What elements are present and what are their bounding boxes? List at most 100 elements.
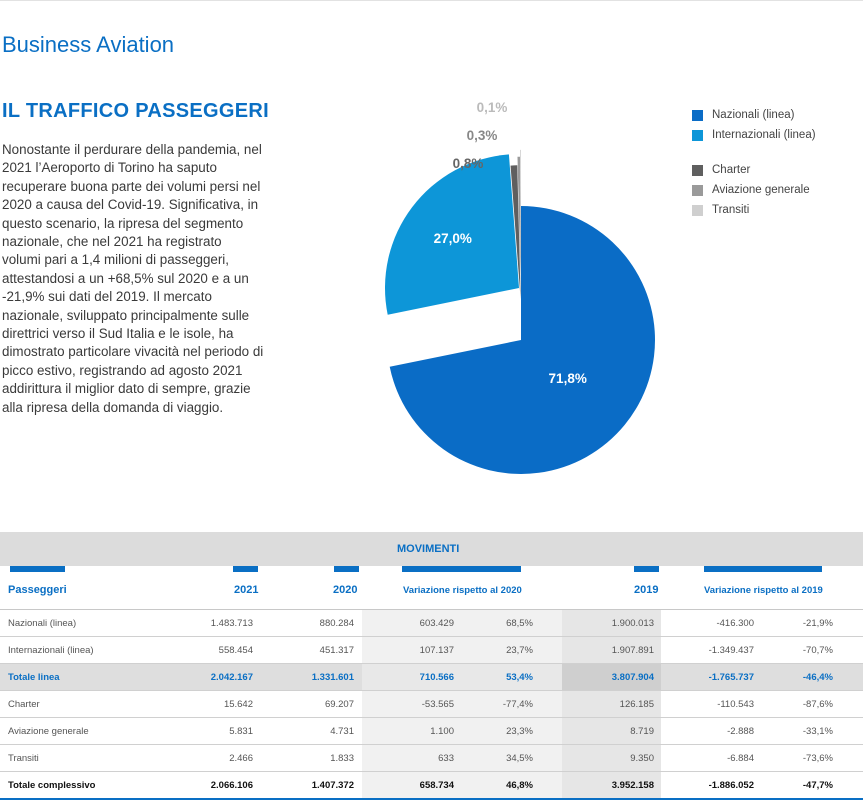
pie-data-label: 0,8% (453, 156, 484, 171)
table-cell: 69.207 (324, 699, 354, 710)
row-label: Aviazione generale (8, 726, 89, 737)
table-cell: 1.833 (330, 753, 354, 764)
row-label: Totale complessivo (8, 780, 96, 791)
header-passeggeri: Passeggeri (8, 584, 67, 596)
legend-label: Charter (712, 164, 751, 176)
table-body: Nazionali (linea) 1.483.713 880.284 603.429… (0, 610, 863, 800)
table-cell: 34,5% (506, 753, 533, 764)
header-2020: 2020 (333, 584, 358, 596)
table-cell: 15.642 (223, 699, 253, 710)
legend-item-internazionali: Internazionali (linea) (692, 125, 862, 145)
legend-item-aviazione-generale: Aviazione generale (692, 180, 862, 200)
passenger-share-pie-chart: 71,8% 27,0% 0,8% 0,3% 0,1% (385, 100, 655, 474)
table-row: Aviazione generale 5.831 4.731 1.100 23,3% 8.… (0, 718, 863, 745)
legend-label: Transiti (712, 204, 750, 216)
row-label: Nazionali (linea) (8, 618, 77, 629)
row-label: Totale linea (8, 672, 60, 683)
table-cell: 3.807.904 (611, 672, 654, 683)
table-row: Internazionali (linea) 558.454 451.317 107.… (0, 637, 863, 664)
legend-label: Nazionali (linea) (712, 109, 795, 121)
pie-data-label: 71,8% (549, 371, 587, 386)
table-cell: -47,7% (802, 780, 833, 791)
table-cell: 1.331.601 (311, 672, 354, 683)
table-cell: 107.137 (419, 645, 454, 656)
legend-item-charter: Charter (692, 160, 862, 180)
pie-data-label: 0,3% (467, 128, 498, 143)
table-band: MOVIMENTI (0, 532, 863, 566)
pie-data-label: 0,1% (477, 100, 508, 115)
table-cell: -6.884 (727, 753, 754, 764)
header-variazione-2019: Variazione rispetto al 2019 (704, 585, 823, 596)
pie-slice-aviazione-generale (517, 156, 521, 291)
table-cell: -46,4% (802, 672, 833, 683)
legend-swatch (692, 184, 703, 196)
row-label: Charter (8, 699, 40, 710)
section-body-text: Nonostante il perdurare della pandemia, … (2, 142, 264, 415)
row-label: Transiti (8, 753, 39, 764)
table-cell: 633 (438, 753, 454, 764)
table-cell: 2.042.167 (210, 672, 253, 683)
table-cell: -110.543 (717, 699, 754, 710)
table-row: Nazionali (linea) 1.483.713 880.284 603.429… (0, 610, 863, 637)
table-cell: 4.731 (330, 726, 354, 737)
table-cell: -87,6% (802, 699, 833, 710)
table-cell: 23,3% (506, 726, 533, 737)
table-cell: -77,4% (502, 699, 533, 710)
section-title: IL TRAFFICO PASSEGGERI (2, 100, 269, 122)
table-row: Transiti 2.466 1.833 633 34,5% 9.350 -6.884 -73… (0, 745, 863, 772)
table-cell: 1.483.713 (210, 618, 253, 629)
table-cell: 126.185 (619, 699, 654, 710)
header-variazione-2020: Variazione rispetto al 2020 (403, 585, 522, 596)
pie-slice-nazionali-linea (389, 206, 655, 474)
table-cell: 2.066.106 (210, 780, 253, 791)
table-row: Charter 15.642 69.207 -53.565 -77,4% 126.185 -… (0, 691, 863, 718)
table-cell: 23,7% (506, 645, 533, 656)
header-2021: 2021 (234, 584, 259, 596)
legend-swatch (692, 164, 703, 176)
table-cell: 1.900.013 (611, 618, 654, 629)
table-cell: 46,8% (506, 780, 533, 791)
table-cell: -1.765.737 (708, 672, 754, 683)
table-cell: -70,7% (802, 645, 833, 656)
table-cell: 8.719 (630, 726, 654, 737)
table-cell: 2.466 (229, 753, 253, 764)
table-cell: 603.429 (419, 618, 454, 629)
top-rule (0, 0, 863, 1)
legend-item-transiti: Transiti (692, 200, 862, 220)
table-cell: -73,6% (802, 753, 833, 764)
table-cell: 451.317 (319, 645, 354, 656)
table-row: Totale linea 2.042.167 1.331.601 710.566 53,… (0, 664, 863, 691)
pie-slice-internazionali-linea (385, 154, 519, 315)
table-cell: -1.349.437 (708, 645, 754, 656)
table-cell: 1.100 (430, 726, 454, 737)
table-cell: 5.831 (229, 726, 253, 737)
table-cell: 1.907.891 (611, 645, 654, 656)
table-cell: 9.350 (630, 753, 654, 764)
pie-slice-charter (510, 165, 521, 300)
pie-data-label: 27,0% (434, 231, 472, 246)
table-cell: -21,9% (802, 618, 833, 629)
table-band-title: MOVIMENTI (397, 543, 460, 555)
table-cell: 3.952.158 (611, 780, 654, 791)
header-2019: 2019 (634, 584, 659, 596)
table-cell: 558.454 (218, 645, 253, 656)
chart-legend: Nazionali (linea) Internazionali (linea)… (692, 105, 862, 220)
table-cell: -33,1% (802, 726, 833, 737)
legend-item-nazionali: Nazionali (linea) (692, 105, 862, 125)
row-label: Internazionali (linea) (8, 645, 94, 656)
legend-swatch (692, 129, 703, 141)
table-cell: 880.284 (319, 618, 354, 629)
legend-label: Internazionali (linea) (712, 129, 816, 141)
document-title: Business Aviation (2, 32, 175, 57)
legend-swatch (692, 109, 703, 121)
table-row: Totale complessivo 2.066.106 1.407.372 658.… (0, 772, 863, 800)
table-cell: -2.888 (727, 726, 754, 737)
table-cell: 658.734 (419, 780, 454, 791)
table-cell: -53.565 (421, 699, 454, 710)
table-cell: 68,5% (506, 618, 533, 629)
table-cell: -416.300 (716, 618, 754, 629)
table-cell: 710.566 (419, 672, 454, 683)
table-cell: 1.407.372 (311, 780, 354, 791)
movimenti-table: MOVIMENTI Passeggeri 2021 2020 Variazion… (0, 532, 863, 800)
table-cell: -1.886.052 (708, 780, 754, 791)
